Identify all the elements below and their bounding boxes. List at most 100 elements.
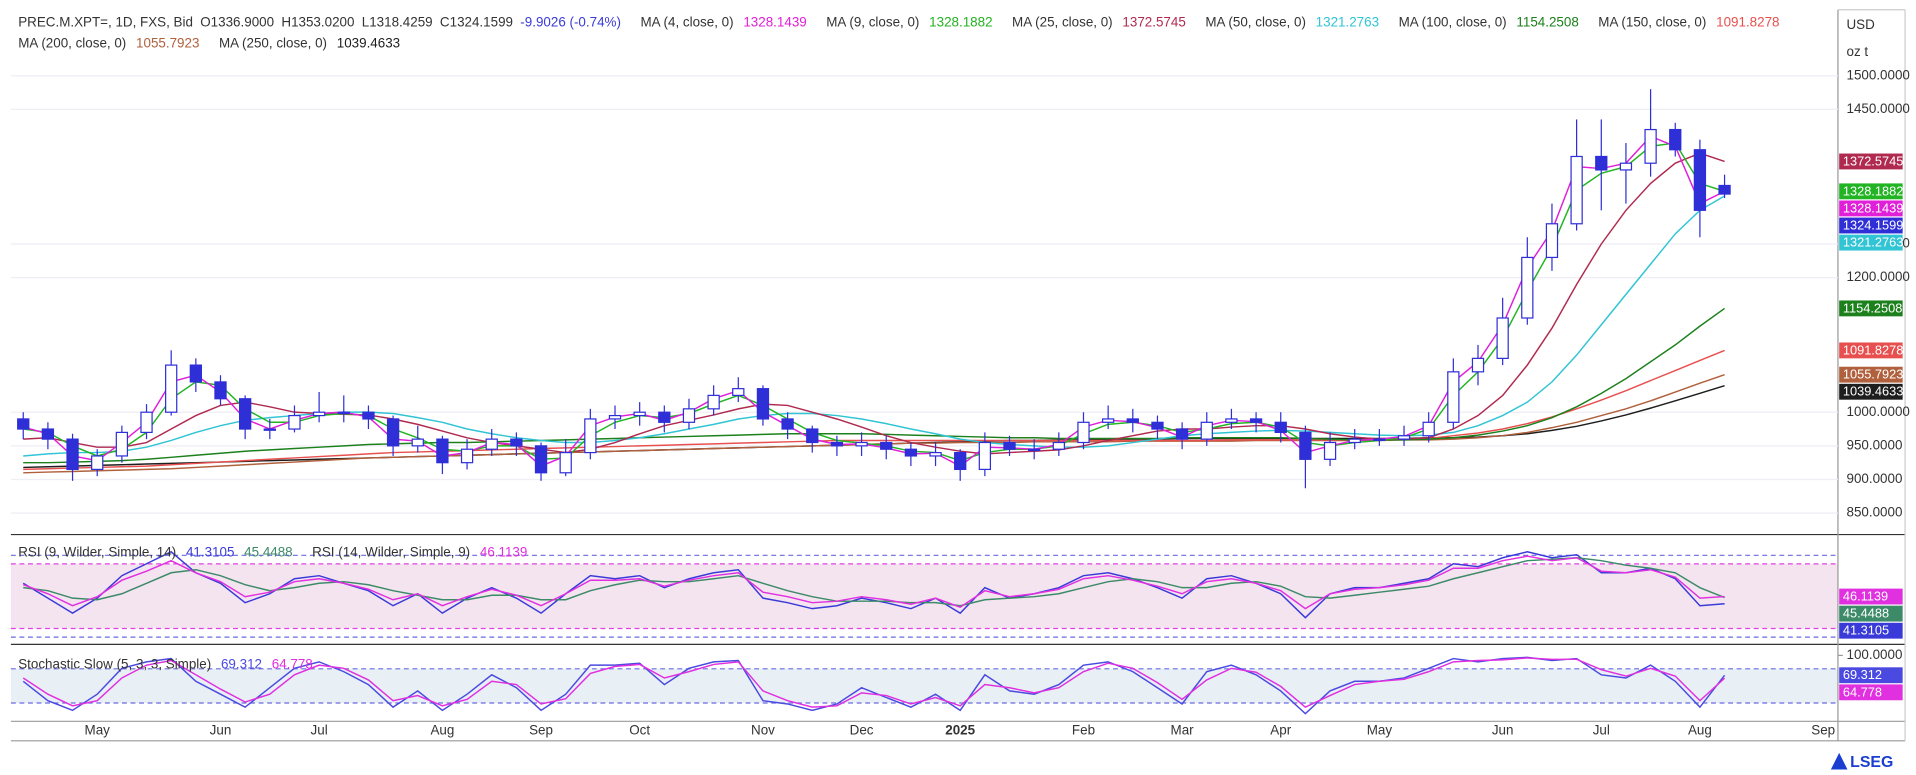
candle-body (165, 364, 178, 413)
candle-body (510, 438, 523, 447)
legend-label: MA (150, close, 0) (1598, 15, 1706, 30)
price-badge-label: 1372.5745 (1843, 153, 1903, 168)
candle-body (1077, 421, 1090, 444)
candle-body (1028, 448, 1041, 452)
legend-value: 41.3105 (186, 544, 234, 559)
y-tick-label: 1200.0000 (1847, 269, 1910, 284)
candle-body (1521, 256, 1534, 319)
candle-body (1471, 357, 1485, 373)
candle-body (1718, 184, 1731, 195)
legend-value: 64.778 (272, 657, 313, 672)
legend-label: MA (25, close, 0) (1012, 15, 1113, 30)
candle-body (214, 381, 227, 400)
candle-body (460, 448, 474, 464)
x-tick-label: Jul (311, 723, 328, 738)
x-tick-label: Aug (430, 723, 454, 738)
candle-body (1619, 162, 1633, 171)
x-tick-label: Oct (629, 723, 650, 738)
legend-label: MA (50, close, 0) (1205, 15, 1306, 30)
y-tick-label: 1500.0000 (1847, 67, 1910, 82)
candle-body (584, 418, 597, 454)
candle-body (485, 438, 498, 450)
x-tick-label: Jun (210, 723, 232, 738)
candle-body (929, 451, 942, 457)
y-tick-label: 1000.0000 (1847, 404, 1910, 419)
candle-body (1151, 421, 1164, 430)
candle-body (1052, 441, 1065, 450)
price-badge-label: 45.4488 (1843, 606, 1889, 621)
candle-body (288, 414, 301, 430)
x-tick-label: Apr (1270, 723, 1291, 738)
candle-body (1545, 223, 1559, 259)
candle-body (312, 411, 326, 417)
candle-body (682, 408, 696, 423)
candle-body (1274, 421, 1287, 434)
currency-label: USD (1847, 17, 1876, 32)
candle-body (263, 428, 276, 431)
candle-body (608, 414, 622, 420)
candle-body (436, 438, 449, 464)
candle-body (1693, 149, 1707, 211)
candle-body (1175, 428, 1189, 440)
ohlc-high: H1353.0200 (281, 15, 354, 30)
candle-body (781, 418, 794, 430)
price-badge-label: 1039.4633 (1843, 384, 1903, 399)
x-tick-label: Nov (751, 723, 775, 738)
legend-label: MA (100, close, 0) (1399, 15, 1507, 30)
line-series (23, 135, 1725, 467)
y-tick-label: 1450.0000 (1847, 101, 1910, 116)
legend-label: RSI (14, Wilder, Simple, 9) (312, 544, 470, 559)
price-badge (1839, 383, 1903, 400)
candle-body (1373, 438, 1386, 441)
line-series (23, 307, 1726, 464)
line-series (22, 555, 1725, 610)
line-series (23, 142, 1725, 462)
x-tick-label: Feb (1072, 723, 1095, 738)
candle-body (904, 448, 918, 457)
x-tick-label: May (1367, 723, 1393, 738)
candle-body (1249, 418, 1263, 423)
legend-label: MA (4, close, 0) (640, 15, 733, 30)
candle-body (559, 451, 572, 474)
candle-body (756, 388, 770, 420)
price-badge-label: 1091.8278 (1843, 342, 1903, 357)
candle-body (189, 364, 202, 383)
candle-body (1348, 438, 1361, 444)
candle-body (1422, 421, 1435, 437)
candle-body (41, 428, 55, 440)
candle-body (1101, 418, 1115, 423)
y-tick-label: 950.0000 (1847, 437, 1903, 452)
x-tick-label: Mar (1171, 723, 1195, 738)
candle-body (707, 394, 720, 410)
candle-body (658, 411, 671, 423)
price-badge (1839, 153, 1903, 170)
legend-value: 1328.1882 (929, 15, 992, 30)
candle-body (978, 441, 992, 471)
x-tick-label: 2025 (945, 723, 975, 738)
legend-value: 69.312 (221, 657, 262, 672)
legend-value: 45.4488 (244, 544, 292, 559)
legend-value: 1372.5745 (1122, 15, 1185, 30)
line-series (22, 657, 1726, 709)
price-badge (1839, 605, 1903, 622)
line-series (23, 349, 1725, 471)
candle-body (66, 438, 79, 471)
ohlc-low: L1318.4259 (362, 15, 433, 30)
price-badge-label: 46.1139 (1843, 589, 1888, 604)
legend-label: MA (9, close, 0) (826, 15, 919, 30)
legend-value: 1039.4633 (337, 35, 400, 50)
candle-body (1126, 418, 1139, 423)
line-series (22, 656, 1726, 715)
rsi-band (10, 563, 1838, 629)
price-badge (1839, 234, 1903, 251)
candle-body (1570, 155, 1583, 225)
price-badge-label: 41.3105 (1843, 623, 1889, 638)
price-badge (1839, 217, 1903, 234)
legend-value: 1055.7923 (136, 35, 199, 50)
legend-value: 1091.8278 (1716, 15, 1779, 30)
unit-label: oz t (1847, 44, 1869, 59)
ohlc-open: O1336.9000 (200, 15, 274, 30)
price-badge-label: 1055.7923 (1843, 367, 1903, 382)
price-badge-label: 64.778 (1843, 684, 1882, 699)
candle-body (115, 431, 129, 457)
